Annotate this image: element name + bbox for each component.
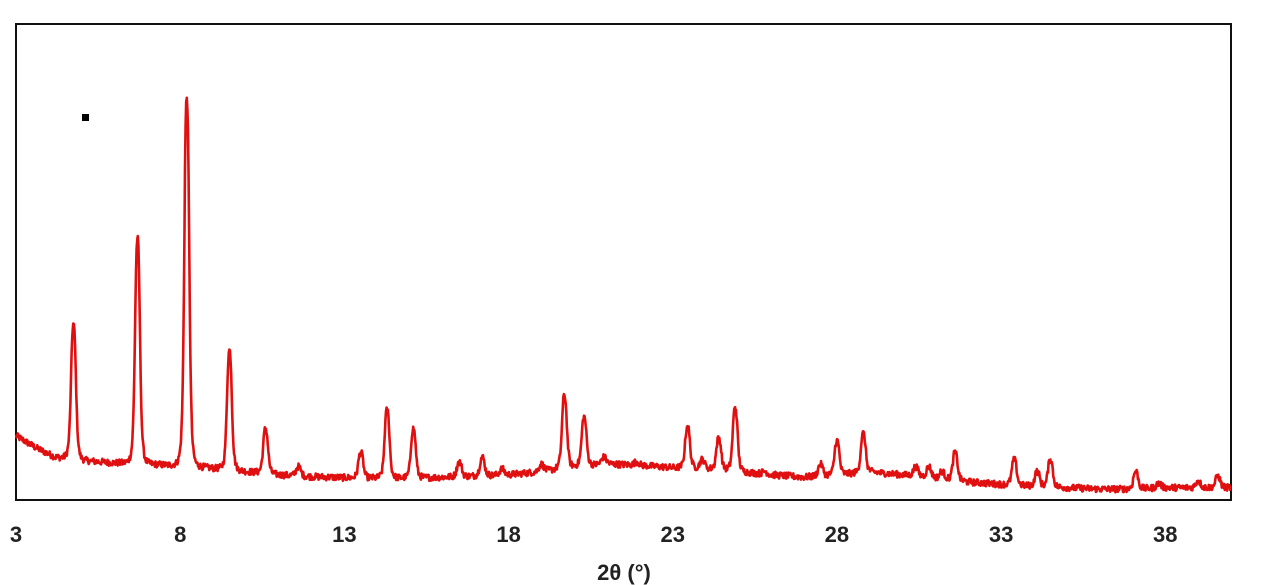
peak-point [1134, 470, 1138, 473]
peak-point [861, 432, 865, 435]
x-tick-label: 23 [661, 522, 685, 547]
peak-point [563, 394, 566, 397]
peak-point [72, 322, 75, 326]
peak-point [835, 439, 839, 442]
peak-point [481, 455, 484, 459]
series-layer [14, 96, 1232, 494]
peak-point [500, 467, 504, 471]
diffraction-trace [14, 97, 1232, 494]
peak-point [264, 427, 267, 430]
peak-point [540, 463, 543, 466]
peak-point [1036, 470, 1039, 473]
peak-point [185, 96, 189, 100]
peak-point [458, 460, 461, 464]
peak-point [412, 427, 415, 430]
x-tick-label: 28 [825, 522, 849, 547]
peak-point [701, 458, 704, 461]
peak-point [717, 436, 720, 440]
peak-point [1157, 482, 1161, 485]
x-tick-label: 38 [1153, 522, 1177, 547]
x-tick-label: 8 [174, 522, 186, 547]
x-tick-labels: 3 8 13 18 23 28 33 38 [10, 522, 1178, 547]
plot-frame [15, 23, 1232, 501]
x-tick-label: 13 [332, 522, 356, 547]
peak-point [1049, 458, 1052, 461]
x-tick-label: 3 [10, 522, 22, 547]
x-tick-label: 18 [496, 522, 520, 547]
peak-point [602, 455, 606, 459]
peak-point [686, 424, 689, 428]
peak-point [763, 470, 766, 473]
peak-point [385, 408, 389, 411]
peak-point [1216, 474, 1220, 478]
peak-point [136, 236, 139, 240]
peak-point [582, 415, 586, 419]
peak-point [635, 460, 638, 464]
x-tick-label: 33 [989, 522, 1013, 547]
peak-point [927, 465, 931, 469]
peak-point [297, 465, 300, 469]
marker-square [82, 114, 89, 121]
peak-point [1013, 458, 1016, 461]
x-axis-title: 2θ (°) [597, 560, 651, 585]
peak-point [359, 451, 363, 454]
peak-point [914, 465, 918, 469]
peak-point [953, 451, 957, 454]
peak-point [940, 470, 944, 473]
peak-point [1196, 479, 1200, 483]
peak-point [819, 463, 822, 466]
peak-point [733, 405, 737, 409]
peak-point [228, 348, 231, 352]
